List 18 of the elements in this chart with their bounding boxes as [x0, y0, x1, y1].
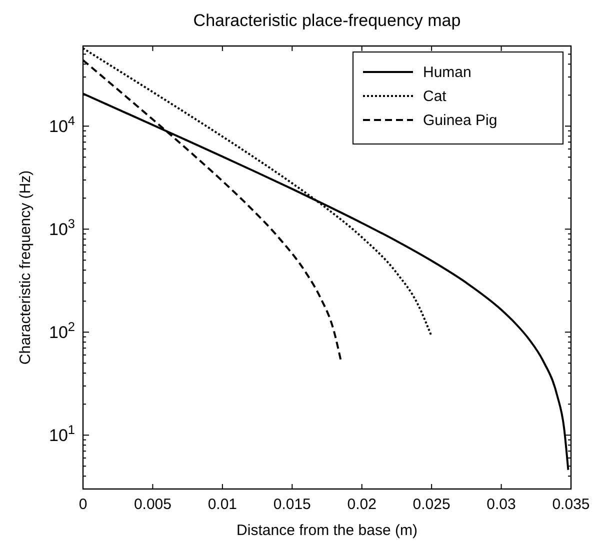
legend-label: Guinea Pig: [423, 112, 498, 129]
x-tick-label: 0.025: [412, 496, 450, 513]
x-tick-label: 0.035: [552, 496, 590, 513]
x-tick-label: 0.015: [273, 496, 311, 513]
x-tick-label: 0.02: [347, 496, 376, 513]
y-axis-title: Characteristic frequency (Hz): [17, 170, 34, 365]
y-tick-label: 10$^{4}$: [48, 112, 75, 136]
legend-label: Cat: [423, 88, 448, 105]
x-axis-title: Distance from the base (m): [236, 522, 418, 539]
y-tick-label: 10$^{3}$: [48, 216, 75, 240]
y-tick-label: 10$^{2}$: [48, 318, 75, 342]
x-tick-label: 0.03: [486, 496, 516, 513]
y-tick-label: 10$^{1}$: [48, 422, 75, 446]
x-tick-label: 0: [78, 496, 88, 513]
chart-title: Characteristic place-frequency map: [193, 11, 461, 30]
legend-label: Human: [423, 64, 472, 81]
x-tick-label: 0.01: [208, 496, 238, 513]
x-tick-label: 0.005: [134, 496, 172, 513]
